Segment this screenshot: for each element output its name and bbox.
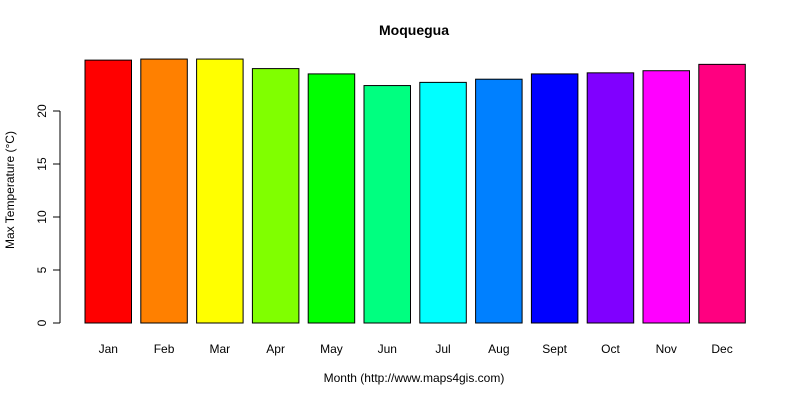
- bar-sept: [530, 73, 579, 324]
- y-tick-label: 15: [35, 157, 49, 171]
- x-tick-label: Jan: [99, 342, 118, 356]
- bar-jun: [363, 85, 411, 324]
- x-tick-label: May: [320, 342, 343, 356]
- x-tick-label: Dec: [711, 342, 732, 356]
- x-tick-label: Oct: [601, 342, 620, 356]
- bar-aug: [475, 78, 523, 324]
- x-tick-label: Nov: [656, 342, 677, 356]
- y-tick-label: 5: [35, 266, 49, 273]
- x-tick-label: Jul: [435, 342, 450, 356]
- bar-may: [307, 73, 356, 324]
- x-tick-label: Feb: [154, 342, 175, 356]
- y-tick-label: 10: [35, 210, 49, 224]
- x-tick-label: Aug: [488, 342, 509, 356]
- y-tick-label: 0: [35, 319, 49, 326]
- bar-jul: [419, 81, 467, 324]
- y-tick-label: 20: [35, 104, 49, 118]
- bar-nov: [642, 70, 690, 324]
- bar-oct: [586, 72, 635, 324]
- bar-feb: [140, 58, 188, 324]
- chart-title: Moquegua: [379, 22, 449, 38]
- bar-dec: [698, 63, 746, 324]
- x-tick-label: Sept: [542, 342, 567, 356]
- x-tick-label: Jun: [378, 342, 397, 356]
- x-tick-label: Apr: [266, 342, 285, 356]
- x-axis-label: Month (http://www.maps4gis.com): [323, 371, 505, 385]
- bar-apr: [251, 68, 300, 324]
- x-tick-label: Mar: [210, 342, 231, 356]
- bar-mar: [196, 58, 244, 324]
- bar-jan: [84, 59, 132, 324]
